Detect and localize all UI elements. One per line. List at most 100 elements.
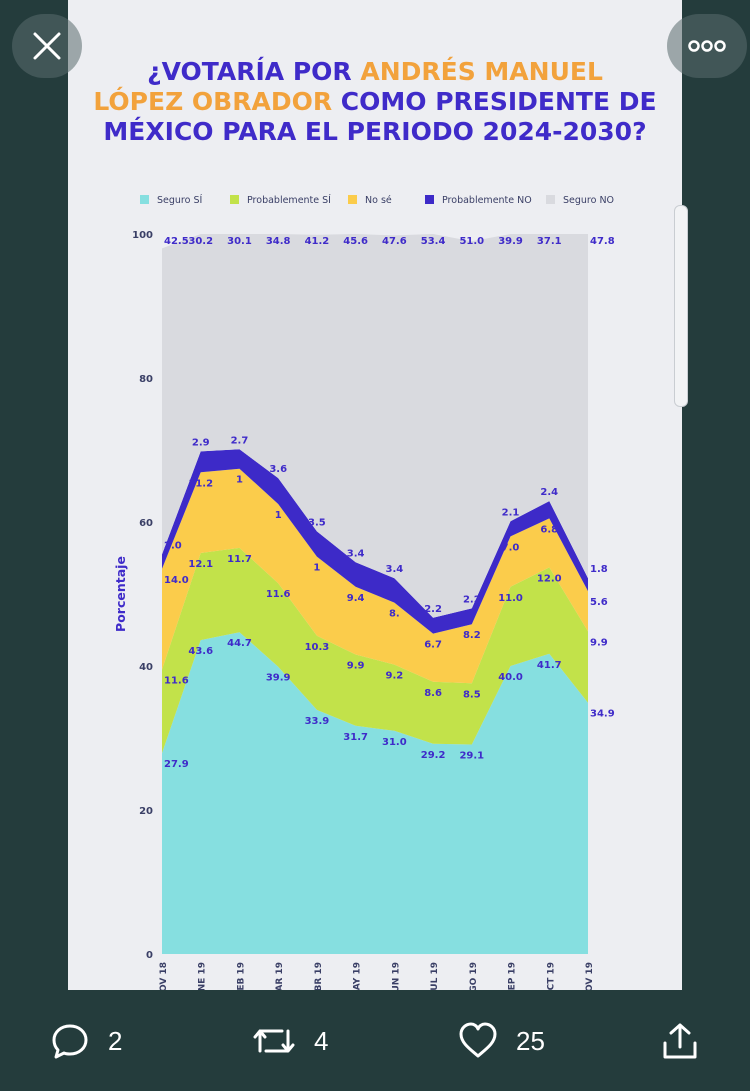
data-label: 41.2: [305, 236, 330, 247]
legend-label: Seguro NO: [563, 195, 614, 206]
share-button[interactable]: [660, 1018, 700, 1064]
legend-label: Probablemente SÍ: [247, 194, 331, 206]
data-label: 7.0: [502, 542, 520, 553]
x-tick-label: MAR 19: [275, 962, 285, 990]
x-tick-label: JUN 19: [391, 962, 401, 990]
data-label: 11.7: [227, 554, 252, 565]
y-tick-label: 100: [132, 230, 153, 241]
data-label: 42.5: [164, 236, 189, 247]
data-label: 34.8: [266, 236, 291, 247]
data-label: 43.6: [188, 646, 213, 657]
area-probablemente-s-: [162, 547, 588, 754]
area-probablemente-no: [162, 449, 588, 634]
y-axis-label: Porcentaje: [113, 556, 128, 632]
data-label: 30.2: [188, 236, 213, 247]
data-label: 9.2: [386, 671, 404, 682]
like-count: 25: [516, 1025, 545, 1056]
data-label: 2.7: [231, 435, 249, 446]
legend-swatch: [230, 195, 239, 204]
legend-label: No sé: [365, 195, 392, 206]
heart-icon: [459, 1022, 497, 1058]
legend-swatch: [546, 195, 555, 204]
data-label: 44.7: [227, 638, 252, 649]
chart-title-segment: COMO PRESIDENTE DE: [332, 87, 657, 116]
data-label: 9.9: [590, 637, 608, 648]
x-tick-label: NOV 18: [159, 962, 169, 990]
data-label: 40.0: [498, 672, 523, 683]
x-tick-label: ENE 19: [198, 962, 208, 990]
data-label: 6.7: [424, 640, 442, 651]
tweet-action-bar: [0, 990, 750, 1091]
x-tick-label: ABR 19: [314, 962, 324, 990]
data-label: 12.1: [188, 559, 213, 570]
y-tick-label: 0: [146, 950, 153, 961]
data-label: 1: [236, 475, 243, 486]
data-label: 2.0: [164, 540, 182, 551]
legend-swatch: [425, 195, 434, 204]
data-label: 53.4: [421, 236, 446, 247]
x-tick-label: FEB 19: [236, 962, 246, 990]
data-label: 1: [313, 563, 320, 574]
data-label: 3.4: [386, 564, 404, 575]
data-label: 11.0: [498, 593, 523, 604]
data-label: 8.: [389, 609, 400, 620]
data-label: 9.9: [347, 660, 365, 671]
more-icon: [688, 40, 726, 52]
area-no-s-: [162, 468, 588, 684]
data-label: 12.0: [537, 573, 562, 584]
data-label: 2.1: [502, 507, 520, 518]
data-label: 47.6: [382, 236, 407, 247]
data-label: 9.4: [347, 593, 365, 604]
area-seguro-s-: [162, 632, 588, 954]
data-label: 5.6: [590, 597, 608, 608]
data-label: 51.0: [459, 236, 484, 247]
data-label: 39.9: [498, 236, 523, 247]
x-tick-label: MAY 19: [353, 962, 363, 990]
more-options-button[interactable]: [667, 14, 747, 78]
data-label: 31.0: [382, 737, 407, 748]
data-label: 2.2: [424, 604, 442, 615]
data-label: 6.8: [540, 524, 558, 535]
close-button[interactable]: [12, 14, 82, 78]
data-label: 41.7: [537, 660, 562, 671]
data-label: 8.2: [463, 630, 481, 641]
data-label: 39.9: [266, 673, 291, 684]
data-label: 27.9: [164, 759, 189, 770]
data-label: 8.5: [463, 689, 481, 700]
chart-title-segment: ANDRÉS MANUEL: [360, 57, 603, 86]
like-button[interactable]: 25: [458, 1018, 545, 1064]
reply-button[interactable]: 2: [50, 1018, 122, 1064]
data-label: 14.0: [164, 575, 189, 586]
data-label: 31.7: [343, 732, 368, 743]
data-label: 10.3: [305, 642, 330, 653]
share-icon: [663, 1023, 697, 1059]
data-label: 29.1: [459, 750, 484, 761]
data-label: 1.8: [590, 564, 608, 575]
chart-title-line: ¿VOTARÍA POR ANDRÉS MANUEL: [147, 57, 603, 86]
chart-title-line: MÉXICO PARA EL PERIODO 2024-2030?: [103, 117, 646, 146]
data-label: 34.9: [590, 709, 615, 720]
legend-swatch: [140, 195, 149, 204]
x-tick-label: AGO 19: [469, 962, 479, 990]
retweet-button[interactable]: 4: [252, 1018, 328, 1064]
legend-swatch: [348, 195, 357, 204]
x-tick-label: SEP 19: [508, 962, 518, 990]
x-tick-label: OCT 19: [546, 962, 556, 990]
retweet-icon: [253, 1029, 295, 1053]
scroll-handle[interactable]: [674, 205, 688, 407]
data-label: 3.4: [347, 548, 365, 559]
chart-title-segment: ¿VOTARÍA POR: [147, 57, 360, 86]
legend-label: Seguro SÍ: [157, 194, 202, 206]
data-label: 37.1: [537, 236, 562, 247]
data-label: 11.6: [266, 589, 291, 600]
chart-title-line: LÓPEZ OBRADOR COMO PRESIDENTE DE: [93, 86, 656, 116]
chart-title-segment: MÉXICO PARA EL PERIODO 2024-2030?: [103, 117, 646, 146]
data-label: 8.6: [424, 688, 442, 699]
chart-image: ¿VOTARÍA POR ANDRÉS MANUEL LÓPEZ OBRADOR …: [68, 0, 682, 990]
data-label: 3.5: [308, 517, 326, 528]
y-tick-label: 40: [139, 662, 153, 673]
data-label: 47.8: [590, 236, 615, 247]
data-label: 45.6: [343, 236, 368, 247]
